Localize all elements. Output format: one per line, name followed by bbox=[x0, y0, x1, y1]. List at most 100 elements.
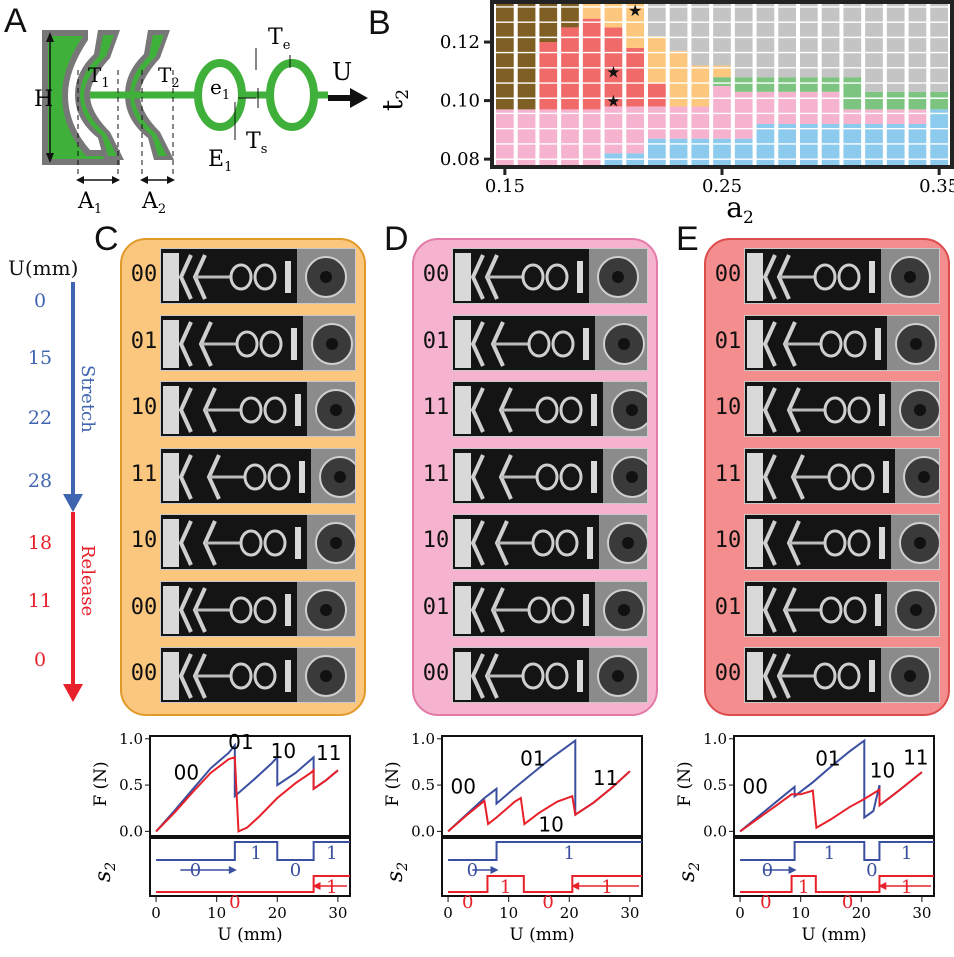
blue-arrowhead-icon bbox=[490, 866, 499, 874]
state-label-4: 10 bbox=[422, 528, 450, 553]
blue-state-label: 1 bbox=[824, 843, 835, 864]
phase-cell-12-2 bbox=[756, 77, 775, 92]
y-tick-label: 0.5 bbox=[119, 776, 143, 794]
state-label-6: 00 bbox=[422, 661, 450, 686]
phase-cell-14-3 bbox=[800, 4, 818, 78]
phase-cell-11-3 bbox=[734, 4, 753, 78]
design-star-icon: ★ bbox=[628, 1, 642, 20]
y-tick-label: 1.0 bbox=[703, 730, 727, 748]
phase-cell-8-0 bbox=[669, 138, 688, 165]
phase-cell-8-1 bbox=[669, 106, 688, 139]
phase-cell-17-1 bbox=[865, 109, 883, 125]
photo-frame-6 bbox=[160, 647, 356, 703]
phase-cell-4-2 bbox=[582, 4, 601, 19]
phase-cell-2-2 bbox=[539, 4, 558, 43]
y-tick-label: 1.0 bbox=[411, 730, 435, 748]
phase-cell-0-1 bbox=[496, 4, 514, 110]
phase-cell-12-3 bbox=[756, 4, 775, 78]
blue-state-label: 0 bbox=[866, 860, 877, 881]
phase-cell-17-2 bbox=[865, 91, 883, 110]
x-tick-label: 0.35 bbox=[919, 176, 954, 197]
specimen-photo bbox=[453, 648, 647, 702]
x-tick-label: 20 bbox=[268, 904, 287, 922]
phase-cell-16-2 bbox=[843, 77, 862, 110]
stretch-label: Stretch bbox=[77, 365, 98, 433]
y-axis-label: t2 bbox=[380, 89, 413, 111]
red-state-label: 1 bbox=[901, 877, 912, 898]
state-label-0: 00 bbox=[422, 262, 450, 287]
specimen-photo bbox=[745, 448, 939, 503]
phase-cell-3-0 bbox=[561, 109, 579, 165]
phase-cell-20-0 bbox=[930, 109, 948, 165]
phase-cell-1-0 bbox=[517, 109, 536, 165]
phase-cell-16-1 bbox=[843, 109, 862, 125]
chevron-beam-2 bbox=[125, 30, 174, 160]
photo-frame-2 bbox=[160, 381, 356, 437]
release-label: Release bbox=[77, 545, 98, 616]
panel-b-label: B bbox=[368, 4, 391, 42]
y-tick-label: 0.0 bbox=[119, 822, 143, 840]
phase-cell-10-2 bbox=[713, 77, 731, 86]
phase-cell-4-0 bbox=[582, 109, 601, 165]
specimen-photo bbox=[161, 515, 355, 569]
phase-cell-4-1 bbox=[582, 18, 601, 110]
specimen-photo bbox=[453, 448, 647, 503]
s2-axes-frame bbox=[441, 837, 643, 897]
phase-cell-18-3 bbox=[886, 4, 905, 92]
stretch-arrow-icon bbox=[63, 494, 83, 512]
panel-a-label: A bbox=[4, 2, 27, 40]
x-tick-label: 30 bbox=[912, 904, 931, 922]
state-annotation: 10 bbox=[870, 759, 895, 783]
panel-d-photo-stack: 00 01 11 11 10 01 00 bbox=[412, 238, 658, 716]
force-series-1 bbox=[155, 755, 339, 833]
x-axis-label: a2 bbox=[726, 191, 754, 228]
x-tick-label: 0.25 bbox=[702, 176, 742, 197]
red-state-label: 1 bbox=[500, 877, 511, 898]
photo-frame-3 bbox=[744, 447, 940, 504]
chevron-beam-1 bbox=[75, 30, 124, 160]
x-tick-label: 0 bbox=[443, 904, 453, 922]
state-label-0: 00 bbox=[714, 262, 742, 287]
state-label-6: 00 bbox=[130, 661, 158, 686]
state-annotation: 11 bbox=[316, 741, 341, 765]
state-label-4: 10 bbox=[130, 528, 158, 553]
phase-cell-20-1 bbox=[930, 91, 948, 110]
y-tick-label: 0.08 bbox=[440, 149, 480, 170]
photo-frame-6 bbox=[744, 647, 940, 703]
phase-cell-15-3 bbox=[821, 4, 840, 78]
symbol-a1: A1 bbox=[77, 189, 102, 217]
u-value-15: 15 bbox=[27, 347, 53, 369]
phase-cell-12-1 bbox=[756, 91, 775, 125]
photo-frame-5 bbox=[160, 580, 356, 637]
y-tick-label: 1.0 bbox=[119, 730, 143, 748]
photo-frame-4 bbox=[160, 514, 356, 570]
phase-cell-9-0 bbox=[691, 138, 710, 165]
specimen-photo bbox=[453, 382, 647, 436]
y-tick-label: 0.5 bbox=[411, 776, 435, 794]
specimen-photo bbox=[161, 315, 355, 370]
phase-diagram-chart: ★ ★ ★ 0.15 0.25 0.35 0.08 0.10 0.12 a2 t2 bbox=[380, 0, 954, 228]
photo-frame-3 bbox=[160, 447, 356, 504]
state-label-1: 01 bbox=[714, 328, 742, 354]
red-state-label: 0 bbox=[842, 892, 853, 913]
phase-cell-20-2 bbox=[930, 4, 948, 92]
symbol-t1: T1 bbox=[88, 63, 110, 91]
phase-cell-1-1 bbox=[517, 4, 536, 110]
phase-cell-11-1 bbox=[734, 91, 753, 139]
blue-state-label: 1 bbox=[326, 843, 337, 864]
state-label-2: 10 bbox=[714, 395, 742, 420]
y-tick-label: 0.10 bbox=[440, 91, 480, 112]
specimen-photo bbox=[745, 515, 939, 569]
specimen-photo bbox=[745, 648, 939, 702]
specimen-photo bbox=[453, 315, 647, 370]
state-label-2: 10 bbox=[130, 395, 158, 420]
stretch-release-arrows: Stretch Release bbox=[63, 282, 98, 702]
displacement-column: U(mm) Stretch Release 0 15 22 28 18 11 0 bbox=[0, 250, 110, 710]
phase-cell-10-3 bbox=[713, 65, 731, 78]
chevron-beam-1-fill bbox=[80, 35, 117, 156]
phase-cell-5-1 bbox=[604, 106, 623, 154]
y-axis-label: F (N) bbox=[91, 761, 111, 806]
state-label-5: 00 bbox=[130, 594, 158, 620]
phase-cell-19-3 bbox=[908, 4, 927, 92]
